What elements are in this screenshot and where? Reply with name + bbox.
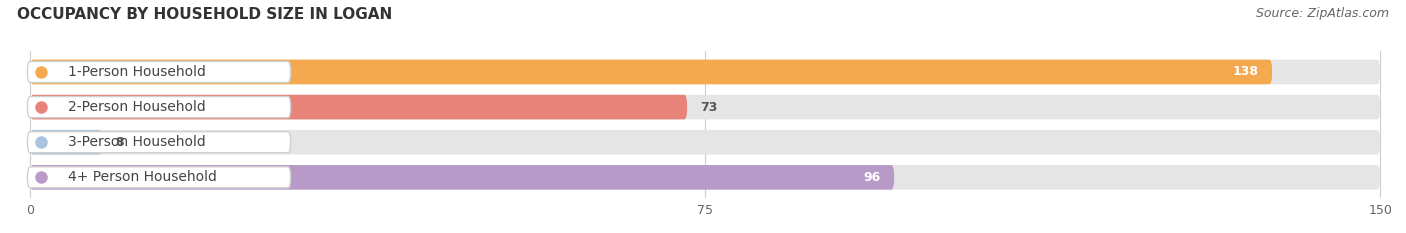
FancyBboxPatch shape (27, 62, 291, 82)
Text: 73: 73 (700, 101, 718, 114)
Text: 8: 8 (115, 136, 124, 149)
FancyBboxPatch shape (30, 165, 1381, 190)
FancyBboxPatch shape (30, 95, 1381, 119)
Text: 2-Person Household: 2-Person Household (67, 100, 205, 114)
FancyBboxPatch shape (30, 60, 1381, 84)
Text: OCCUPANCY BY HOUSEHOLD SIZE IN LOGAN: OCCUPANCY BY HOUSEHOLD SIZE IN LOGAN (17, 7, 392, 22)
Text: 138: 138 (1233, 65, 1258, 79)
FancyBboxPatch shape (27, 96, 291, 118)
Text: 4+ Person Household: 4+ Person Household (67, 170, 217, 184)
FancyBboxPatch shape (30, 130, 103, 154)
FancyBboxPatch shape (30, 130, 1381, 154)
FancyBboxPatch shape (27, 167, 291, 188)
Text: 3-Person Household: 3-Person Household (67, 135, 205, 149)
Text: 96: 96 (863, 171, 880, 184)
Text: Source: ZipAtlas.com: Source: ZipAtlas.com (1256, 7, 1389, 20)
FancyBboxPatch shape (30, 165, 894, 190)
Text: 1-Person Household: 1-Person Household (67, 65, 205, 79)
FancyBboxPatch shape (27, 132, 291, 153)
FancyBboxPatch shape (30, 60, 1272, 84)
FancyBboxPatch shape (30, 95, 688, 119)
